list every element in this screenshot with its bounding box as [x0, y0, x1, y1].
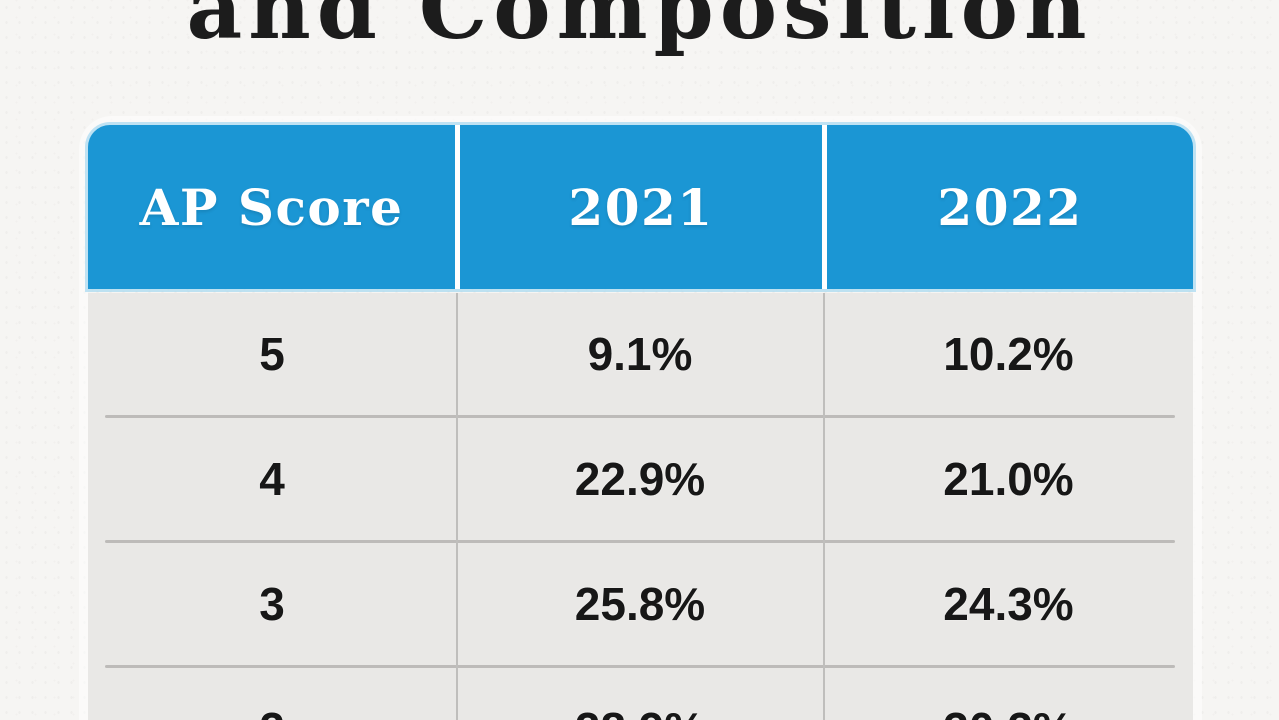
- page-title: and Composition: [186, 0, 1093, 59]
- value-2022-cell: 24.3%: [943, 578, 1074, 630]
- table-body: 5 9.1% 10.2% 4 22.9% 21.0% 3 25.8% 24.3%…: [88, 293, 1193, 720]
- table-row-score-5: 5 9.1% 10.2%: [88, 293, 1193, 415]
- ap-score-table: AP Score 2021 2022 5 9.1% 10.2% 4 22.9% …: [88, 125, 1193, 720]
- value-2022-cell: 21.0%: [943, 453, 1074, 505]
- header-column-divider: [455, 125, 460, 289]
- value-2021-cell: 9.1%: [587, 328, 693, 380]
- table-row-score-4: 4 22.9% 21.0%: [88, 418, 1193, 540]
- score-cell: 2: [88, 702, 456, 720]
- row-separator: [105, 665, 1175, 668]
- row-separator: [105, 540, 1175, 543]
- score-cell: 4: [259, 453, 285, 505]
- row-separator: [105, 415, 1175, 418]
- table-row-score-2: 2 28.9% 30.2%: [88, 668, 1193, 720]
- value-2021-cell: 28.9%: [456, 702, 824, 720]
- table-row-score-3: 3 25.8% 24.3%: [88, 543, 1193, 665]
- body-column-divider: [823, 293, 825, 720]
- score-cell: 3: [259, 578, 285, 630]
- score-cell: 5: [259, 328, 285, 380]
- header-cell-ap-score: AP Score: [139, 177, 404, 237]
- value-2022-cell: 30.2%: [824, 702, 1193, 720]
- header-cell-2021: 2021: [568, 177, 714, 237]
- table-header-row: AP Score 2021 2022: [88, 125, 1193, 289]
- header-cell-2022: 2022: [937, 177, 1083, 237]
- body-column-divider: [456, 293, 458, 720]
- header-column-divider: [822, 125, 827, 289]
- value-2021-cell: 22.9%: [574, 453, 706, 505]
- value-2021-cell: 25.8%: [574, 578, 706, 630]
- value-2022-cell: 10.2%: [943, 328, 1074, 380]
